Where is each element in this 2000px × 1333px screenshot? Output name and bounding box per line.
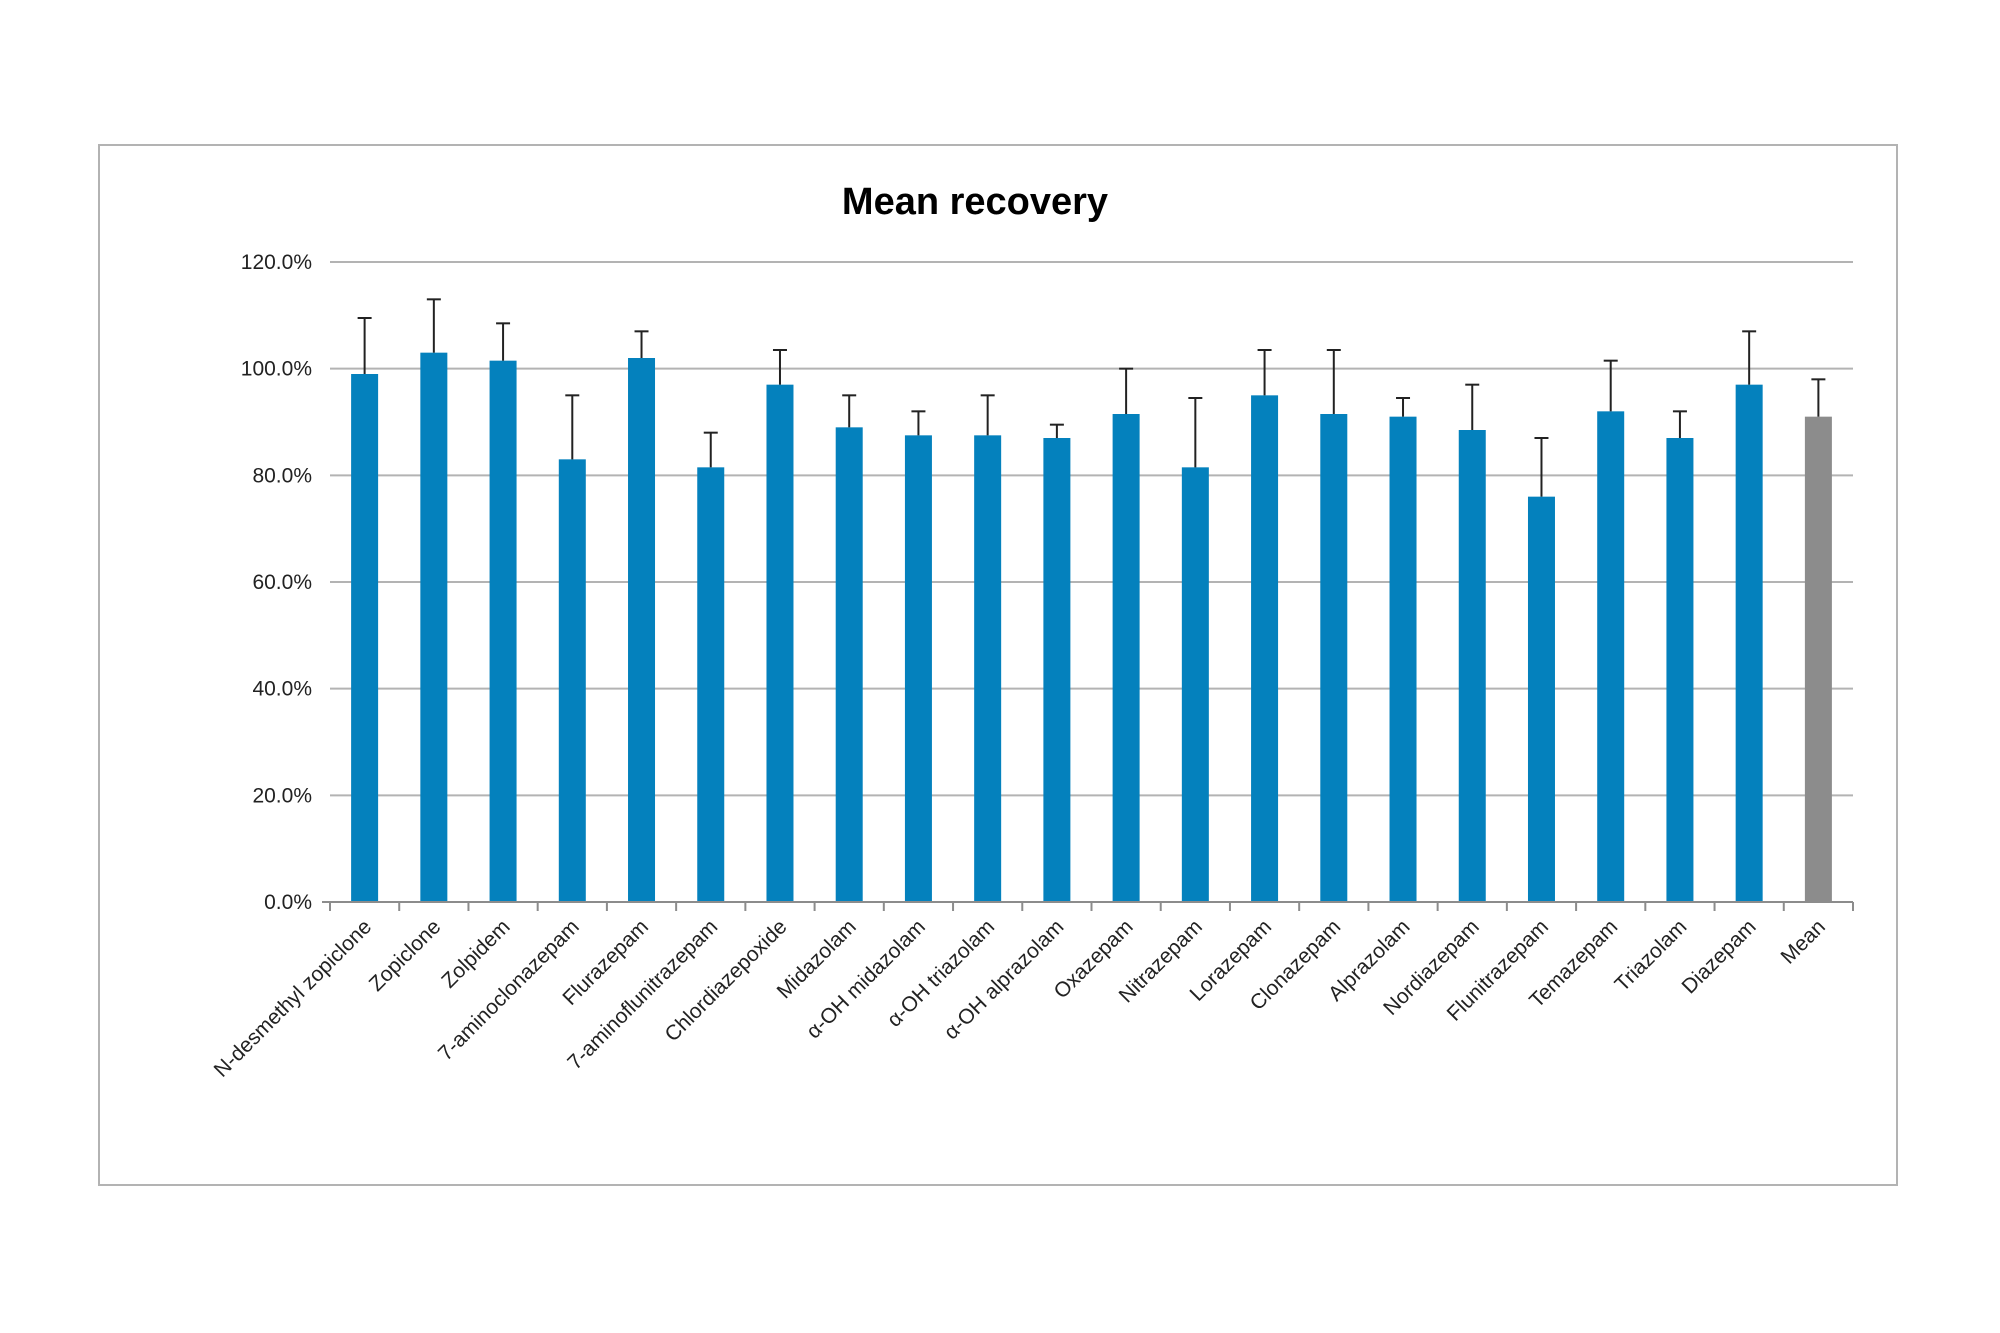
x-category-label: Mean [1777,915,1830,968]
bar-oh-midazolam [904,435,932,902]
y-tick-label: 80.0% [252,464,312,487]
x-category-label: α-OH midazolam [802,915,930,1043]
error-bar [426,298,441,353]
bar-oh-alprazolam [1043,438,1071,902]
bar-nitrazepam [1181,467,1209,902]
y-tick-label: 120.0% [241,251,312,274]
bar-zolpidem [489,360,517,903]
error-bar [703,431,718,468]
error-bar [1534,437,1549,497]
bar-lorazepam [1251,395,1279,902]
x-category-label: α-OH alprazolam [940,915,1069,1044]
bar-temazepam [1597,411,1625,902]
y-tick-label: 100.0% [241,358,312,381]
y-tick-label: 40.0% [252,678,312,701]
error-bar [357,317,372,374]
x-category-label: Zopiclone [365,915,446,996]
bar-chlordiazepoxide [766,384,794,903]
bar-diazepam [1735,384,1763,903]
bar-oh-triazolam [974,435,1002,902]
bars [351,352,1832,903]
error-bar [1188,397,1203,468]
error-bar [1049,423,1064,438]
bar-7-aminoclonazepam [558,459,586,902]
error-bar [911,410,926,436]
error-bar [1672,410,1687,438]
error-bar [842,394,857,428]
error-bar [1326,349,1341,414]
bar-alprazolam [1389,416,1417,902]
error-bars [357,298,1826,497]
error-bar [634,330,649,358]
error-bar [496,322,511,361]
x-category-label: N-desmethyl zopiclone [210,915,376,1081]
y-tick-label: 0.0% [264,891,312,914]
x-axis [322,901,1854,911]
error-bar [772,349,787,385]
x-category-label: Diazepam [1678,915,1761,998]
y-axis-tick-labels: 0.0% 20.0% 40.0% 60.0% 80.0% 100.0% 120.0% [241,251,312,914]
bar-midazolam [835,427,863,902]
bar-zopiclone [420,352,448,903]
y-tick-label: 20.0% [252,784,312,807]
error-bar [1257,349,1272,396]
error-bar [1811,378,1826,417]
error-bar [980,394,995,436]
error-bar [1603,359,1618,412]
bar-flunitrazepam [1527,496,1555,902]
bar-flurazepam [628,358,656,902]
gridlines [330,261,1853,797]
bar-n-desmethyl-zopiclone [351,374,379,902]
error-bar [1465,383,1480,430]
bar-nordiazepam [1458,430,1486,902]
x-axis-category-labels: N-desmethyl zopicloneZopicloneZolpidem7-… [210,915,1830,1081]
error-bar [565,394,580,460]
error-bar [1742,330,1757,385]
chart-title: Mean recovery [842,181,1108,223]
bar-triazolam [1666,438,1694,902]
bar-oxazepam [1112,414,1140,902]
error-bar [1396,397,1411,417]
bar-clonazepam [1320,414,1348,902]
bar-mean [1804,416,1832,902]
y-tick-label: 60.0% [252,571,312,594]
x-category-label: Chlordiazepoxide [660,915,791,1046]
bar-7-aminoflunitrazepam [697,467,725,902]
error-bar [1119,367,1134,414]
